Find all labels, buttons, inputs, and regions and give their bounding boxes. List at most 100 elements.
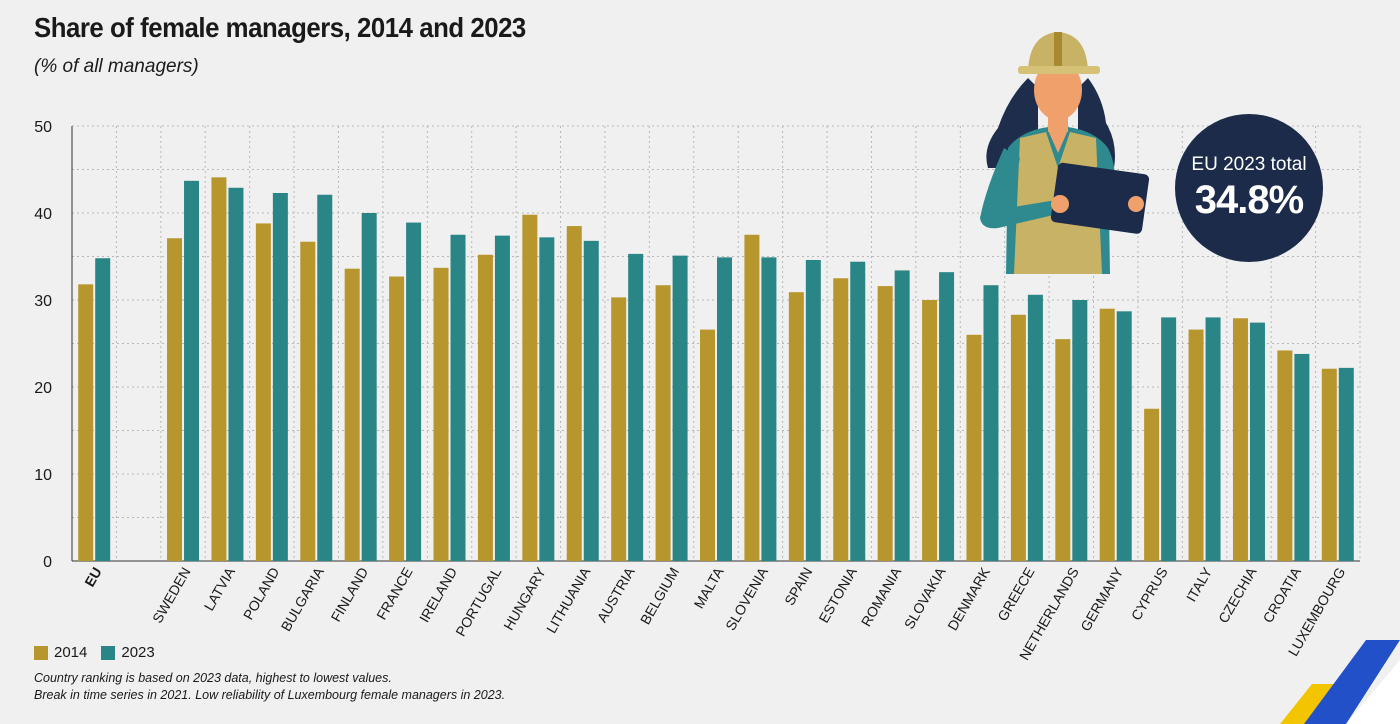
bar-2023-netherlands xyxy=(1072,300,1088,561)
bar-2023-greece xyxy=(1027,294,1043,561)
bar-2014-czechia xyxy=(1232,318,1248,561)
bar-2014-luxembourg xyxy=(1321,368,1337,561)
x-tick-label: EU xyxy=(81,565,105,590)
bar-2023-romania xyxy=(894,270,910,561)
x-tick-label: GREECE xyxy=(994,565,1037,624)
bar-2023-czechia xyxy=(1249,322,1265,561)
bar-2014-portugal xyxy=(477,254,493,561)
bar-2014-lithuania xyxy=(566,226,582,562)
legend-label-2014: 2014 xyxy=(54,644,88,661)
bar-2023-luxembourg xyxy=(1338,367,1354,561)
x-tick-label: GERMANY xyxy=(1077,564,1127,634)
bar-2014-france xyxy=(389,276,405,561)
x-tick-label: CYPRUS xyxy=(1128,565,1171,624)
bar-2014-cyprus xyxy=(1144,408,1160,561)
x-tick-label: ROMANIA xyxy=(858,564,905,629)
x-tick-label: AUSTRIA xyxy=(594,564,639,625)
x-tick-label: IRELAND xyxy=(416,565,460,626)
bar-2023-estonia xyxy=(850,261,866,561)
female-manager-illustration xyxy=(980,32,1150,274)
x-tick-label: FRANCE xyxy=(373,565,416,623)
y-tick-label: 40 xyxy=(34,206,52,223)
bar-2014-eu xyxy=(78,284,94,561)
bar-2023-slovenia xyxy=(761,257,777,561)
legend-item-2014: 2014 xyxy=(34,644,87,661)
footnote-ranking: Country ranking is based on 2023 data, h… xyxy=(34,671,392,685)
bar-2023-eu xyxy=(95,258,111,561)
bar-2014-estonia xyxy=(833,278,849,561)
bar-2014-austria xyxy=(611,297,627,561)
x-tick-label: LATVIA xyxy=(201,564,239,613)
x-tick-label: POLAND xyxy=(240,565,283,623)
bar-2014-ireland xyxy=(433,267,449,561)
bar-2014-croatia xyxy=(1277,350,1293,561)
badge-label: EU 2023 total xyxy=(1191,154,1307,175)
x-tick-label: BULGARIA xyxy=(278,564,328,634)
x-tick-label: CZECHIA xyxy=(1215,564,1260,626)
bar-2023-poland xyxy=(272,192,288,562)
bar-2023-ireland xyxy=(450,234,466,561)
bar-2023-finland xyxy=(361,213,377,561)
bar-2014-latvia xyxy=(211,177,227,561)
bar-2023-portugal xyxy=(494,235,510,561)
bar-2023-france xyxy=(406,222,422,561)
eu-total-badge: EU 2023 total 34.8% xyxy=(1175,114,1323,262)
bar-2023-germany xyxy=(1116,311,1132,561)
y-tick-label: 50 xyxy=(34,119,52,136)
chart-legend: 2014 2023 xyxy=(34,644,155,661)
x-tick-label: BELGIUM xyxy=(637,565,682,628)
footnote-break: Break in time series in 2021. Low reliab… xyxy=(34,688,506,702)
bar-2014-slovakia xyxy=(922,300,938,561)
bar-2014-belgium xyxy=(655,285,671,561)
bar-2023-cyprus xyxy=(1161,317,1177,561)
x-tick-label: HUNGARY xyxy=(500,564,549,633)
chart-subtitle: (% of all managers) xyxy=(34,56,199,77)
bar-2023-sweden xyxy=(184,180,200,561)
x-tick-label: PORTUGAL xyxy=(452,564,504,639)
legend-swatch-2014 xyxy=(34,645,48,660)
x-tick-label: SWEDEN xyxy=(149,565,194,626)
x-tick-label: SLOVAKIA xyxy=(901,564,949,632)
bar-2014-sweden xyxy=(167,238,183,562)
y-tick-label: 0 xyxy=(43,554,52,571)
bar-2014-romania xyxy=(877,286,893,561)
x-tick-label: LITHUANIA xyxy=(543,564,594,636)
bar-2014-bulgaria xyxy=(300,241,316,561)
bar-2014-italy xyxy=(1188,329,1204,561)
y-tick-label: 30 xyxy=(34,293,52,310)
bar-2023-malta xyxy=(717,257,732,561)
legend-item-2023: 2023 xyxy=(101,644,155,661)
bar-2023-austria xyxy=(628,253,644,561)
x-tick-label: CROATIA xyxy=(1260,564,1305,626)
bar-2014-greece xyxy=(1010,314,1026,561)
bar-2023-belgium xyxy=(672,255,688,561)
bar-2014-poland xyxy=(255,223,271,561)
bar-2014-slovenia xyxy=(744,234,760,561)
x-tick-label: SPAIN xyxy=(781,565,815,608)
bar-2023-slovakia xyxy=(939,272,955,561)
bar-2023-italy xyxy=(1205,317,1221,561)
bar-2014-spain xyxy=(788,292,804,561)
bar-2014-netherlands xyxy=(1055,339,1071,561)
legend-swatch-2023 xyxy=(101,645,116,660)
x-tick-label: SLOVENIA xyxy=(722,564,771,633)
x-tick-label: FINLAND xyxy=(327,565,371,625)
x-tick-label: MALTA xyxy=(690,564,726,611)
x-tick-label: ITALY xyxy=(1183,564,1216,604)
y-tick-label: 10 xyxy=(34,467,52,484)
y-tick-label: 20 xyxy=(34,380,52,397)
bar-2023-latvia xyxy=(228,187,244,561)
legend-label-2023: 2023 xyxy=(121,644,155,661)
bar-2014-malta xyxy=(700,329,715,561)
chart-title: Share of female managers, 2014 and 2023 xyxy=(34,12,526,43)
x-tick-label: ESTONIA xyxy=(815,564,860,626)
bar-2014-denmark xyxy=(966,334,982,561)
bar-2014-hungary xyxy=(522,214,538,562)
bar-2023-bulgaria xyxy=(317,194,333,562)
eurostat-logo-mark xyxy=(1280,640,1400,724)
x-tick-label: DENMARK xyxy=(944,564,993,633)
bar-2014-germany xyxy=(1099,308,1115,561)
bar-2014-finland xyxy=(344,268,360,561)
bar-2023-croatia xyxy=(1294,353,1310,561)
